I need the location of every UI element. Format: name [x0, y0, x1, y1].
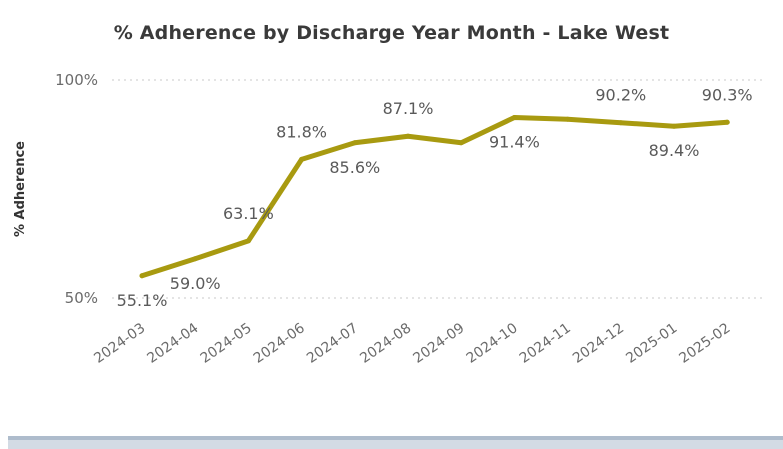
y-tick-label: 100% [55, 71, 98, 89]
data-label: 85.6% [329, 158, 380, 177]
x-tick-label: 2024-12 [570, 320, 627, 367]
x-tick-label: 2024-04 [144, 320, 201, 367]
data-point [618, 120, 624, 126]
x-tick-label: 2025-01 [623, 320, 680, 367]
data-point [352, 140, 358, 146]
data-label: 81.8% [276, 122, 327, 141]
data-point [724, 119, 730, 125]
data-point [139, 273, 145, 279]
x-tick-label: 2024-09 [410, 320, 467, 367]
data-point [511, 114, 517, 120]
data-point [405, 133, 411, 139]
x-tick-label: 2024-07 [304, 320, 361, 367]
data-label: 89.4% [649, 141, 700, 160]
gridlines [112, 79, 765, 299]
visual-footer-bar [8, 436, 783, 449]
chart-title: % Adherence by Discharge Year Month - La… [113, 22, 670, 44]
data-point [299, 156, 305, 162]
x-tick-label: 2025-02 [676, 320, 733, 367]
y-axis-label: % Adherence [13, 141, 28, 237]
data-labels: 55.1%59.0% 63.1% 81.8%85.6% 87.1% 91.4% 90.2%… [117, 85, 753, 309]
data-point [245, 238, 251, 244]
x-tick-label: 2024-08 [357, 320, 414, 367]
data-point [458, 140, 464, 146]
data-label: 55.1% [117, 291, 168, 310]
data-label: 90.2% [595, 86, 646, 105]
series-line [139, 114, 730, 279]
x-tick-label: 2024-05 [198, 320, 255, 367]
data-label: 63.1% [223, 204, 274, 223]
data-label: 90.3% [702, 85, 753, 104]
data-label: 87.1% [383, 99, 434, 118]
x-tick-label: 2024-11 [517, 320, 574, 367]
x-tick-label: 2024-03 [91, 320, 148, 367]
data-point [192, 256, 198, 262]
data-point [565, 116, 571, 122]
series-line-layer [139, 114, 730, 279]
y-tick-label: 50% [65, 289, 98, 307]
axes: 100%50%% Adherence2024-032024-042024-052… [13, 71, 733, 367]
data-label: 91.4% [489, 132, 540, 151]
data-point [671, 123, 677, 129]
x-tick-label: 2024-10 [464, 320, 521, 367]
line-chart: 55.1%59.0% 63.1% 81.8%85.6% 87.1% 91.4% 90.2%… [13, 71, 765, 367]
x-tick-label: 2024-06 [251, 320, 308, 367]
data-label: 59.0% [170, 274, 221, 293]
